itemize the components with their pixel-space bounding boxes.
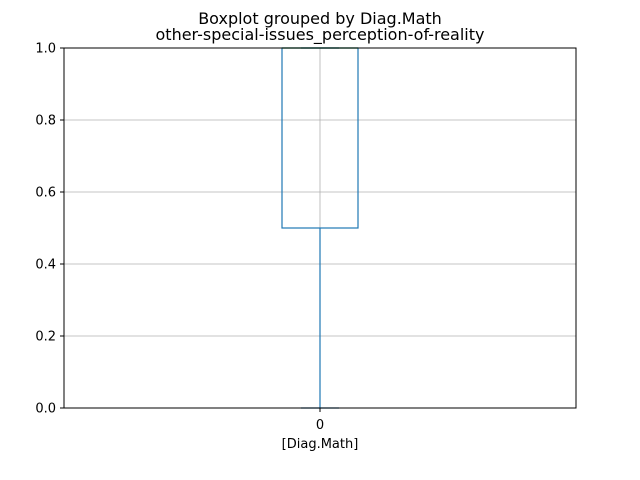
x-tick-label: 0 [316, 418, 324, 433]
chart-suptitle: Boxplot grouped by Diag.Math [198, 9, 442, 28]
y-tick-label: 0.6 [35, 186, 56, 201]
y-tick-label: 0.4 [35, 258, 56, 273]
x-axis-ticks: 0 [316, 408, 324, 433]
y-tick-label: 0.8 [35, 114, 56, 129]
y-tick-label: 0.2 [35, 330, 56, 345]
y-axis-ticks: 0.0 0.2 0.4 0.6 0.8 1.0 [35, 42, 64, 417]
x-axis-label: [Diag.Math] [282, 437, 359, 452]
y-tick-label: 1.0 [35, 42, 56, 57]
y-tick-label: 0.0 [35, 402, 56, 417]
chart-title: other-special-issues_perception-of-reali… [156, 25, 485, 45]
